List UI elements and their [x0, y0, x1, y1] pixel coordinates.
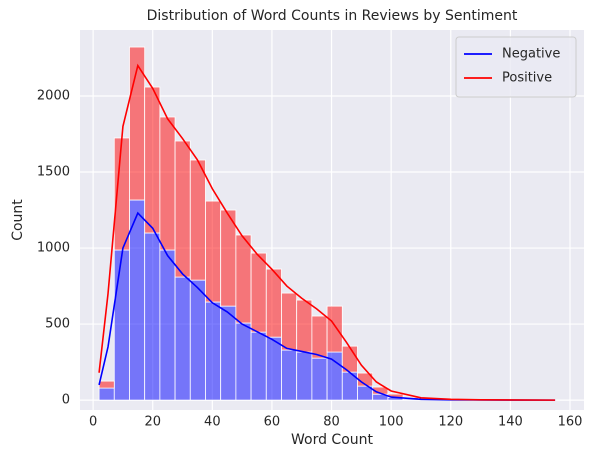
histogram-bar	[251, 332, 266, 400]
histogram-bar	[145, 87, 160, 233]
x-tick-label: 80	[323, 415, 340, 430]
y-tick-label: 0	[62, 393, 70, 408]
histogram-bar	[145, 233, 160, 400]
y-axis-label: Count	[10, 199, 26, 241]
chart-title: Distribution of Word Counts in Reviews b…	[147, 8, 518, 24]
y-tick-label: 1000	[37, 241, 70, 256]
histogram-bar	[129, 200, 144, 400]
x-tick-label: 100	[379, 415, 404, 430]
histogram-bar	[281, 350, 296, 400]
histogram-bar	[266, 337, 281, 400]
y-tick-label: 1500	[37, 165, 70, 180]
histogram-bar	[99, 388, 114, 400]
legend-label: Negative	[502, 47, 560, 62]
histogram-bar	[236, 235, 251, 323]
histogram-bar	[281, 293, 296, 350]
histogram-bar	[312, 316, 327, 358]
histogram-bar	[251, 253, 266, 332]
x-tick-label: 20	[144, 415, 161, 430]
x-tick-label: 60	[264, 415, 281, 430]
histogram-bar	[160, 250, 175, 400]
histogram-bar	[190, 280, 205, 400]
histogram-bar	[236, 323, 251, 400]
histogram-bar	[297, 352, 312, 400]
legend-label: Positive	[502, 71, 552, 86]
histogram-bar	[114, 250, 129, 400]
y-tick-label: 500	[45, 317, 70, 332]
histogram-bar	[221, 210, 236, 306]
x-tick-label: 0	[89, 415, 97, 430]
histogram-bar	[327, 352, 342, 400]
x-axis-label: Word Count	[291, 432, 374, 448]
histogram-bar	[221, 306, 236, 400]
histogram-bar	[190, 160, 205, 280]
histogram-bar	[312, 358, 327, 400]
y-tick-label: 2000	[37, 88, 70, 103]
histogram-bar	[175, 141, 190, 277]
histogram-bar	[175, 277, 190, 400]
histogram-bar	[99, 381, 114, 388]
x-tick-label: 120	[438, 415, 463, 430]
x-tick-label: 140	[498, 415, 523, 430]
histogram-bar	[160, 117, 175, 250]
histogram-bar	[297, 300, 312, 352]
histogram-bar	[205, 302, 220, 400]
histogram-bar	[266, 269, 281, 337]
x-tick-label: 160	[558, 415, 583, 430]
x-tick-label: 40	[204, 415, 221, 430]
histogram-bar	[205, 201, 220, 302]
histogram-bar	[327, 306, 342, 352]
